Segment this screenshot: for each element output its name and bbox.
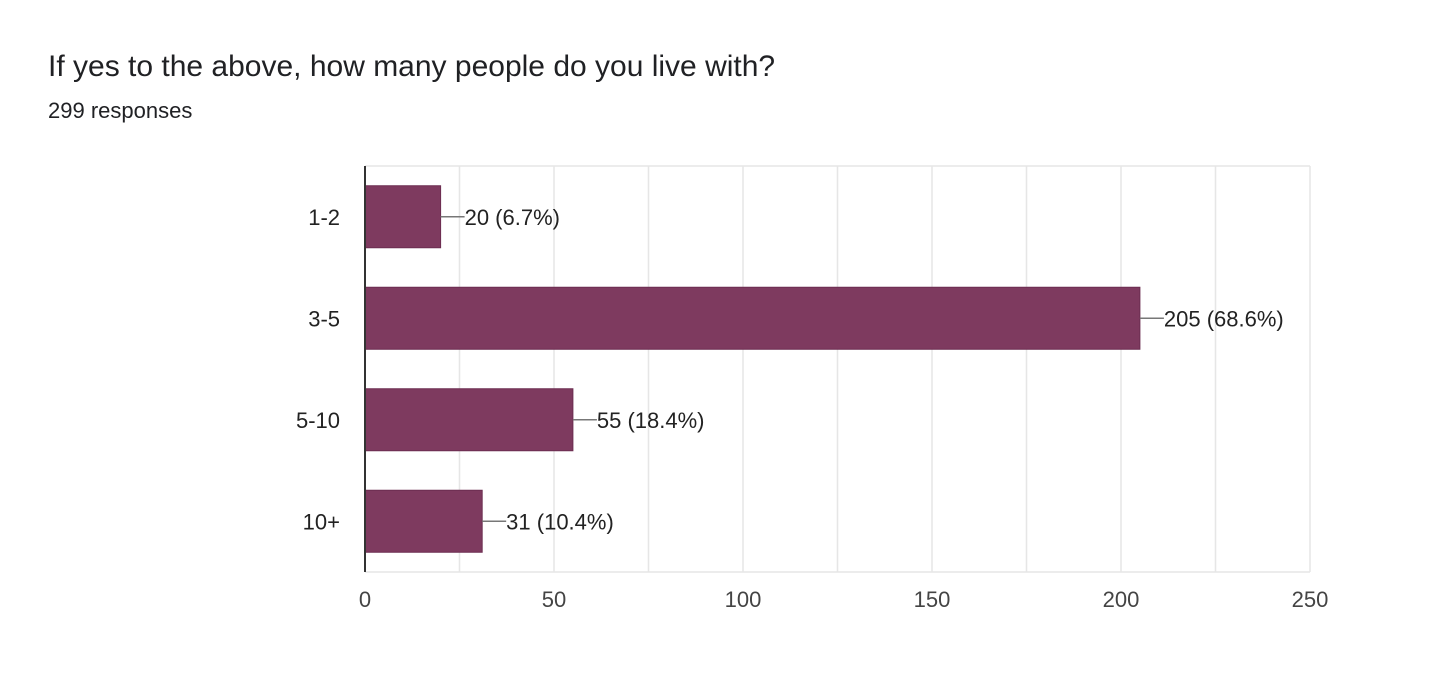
x-tick-label: 150 bbox=[914, 587, 951, 612]
x-tick-label: 200 bbox=[1103, 587, 1140, 612]
category-label: 5-10 bbox=[296, 408, 340, 433]
category-label: 1-2 bbox=[308, 205, 340, 230]
response-count: 299 responses bbox=[48, 98, 193, 123]
question-title: If yes to the above, how many people do … bbox=[48, 50, 776, 83]
data-label: 55 (18.4%) bbox=[597, 408, 705, 433]
x-tick-label: 50 bbox=[542, 587, 566, 612]
data-label: 31 (10.4%) bbox=[506, 509, 614, 534]
category-label: 3-5 bbox=[308, 306, 340, 331]
data-label: 205 (68.6%) bbox=[1164, 306, 1284, 331]
bar[interactable] bbox=[364, 388, 574, 452]
x-tick-label: 100 bbox=[725, 587, 762, 612]
x-tick-label: 250 bbox=[1292, 587, 1329, 612]
category-label: 10+ bbox=[303, 509, 340, 534]
bar[interactable] bbox=[364, 185, 442, 249]
x-tick-label: 0 bbox=[359, 587, 371, 612]
bar[interactable] bbox=[364, 489, 483, 553]
data-label: 20 (6.7%) bbox=[465, 205, 560, 230]
bar[interactable] bbox=[364, 286, 1141, 350]
